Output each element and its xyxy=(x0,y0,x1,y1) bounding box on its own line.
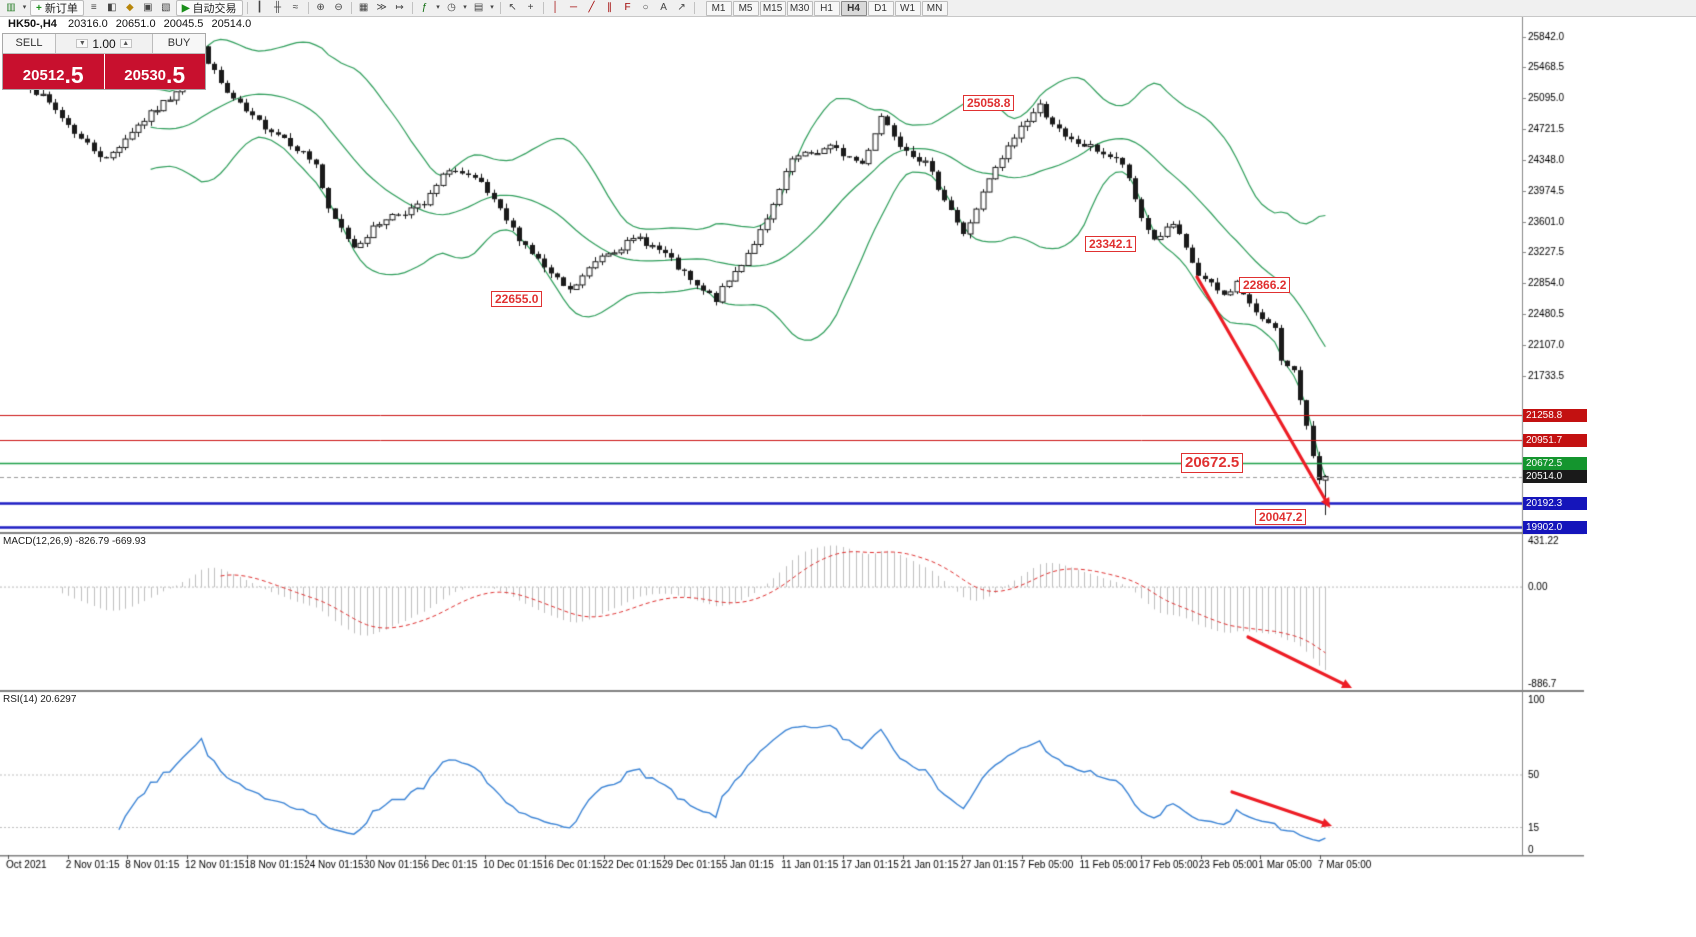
tile-windows-icon[interactable]: ▦ xyxy=(358,2,369,13)
timeframe-m30-button[interactable]: M30 xyxy=(786,0,813,16)
zoom-in-icon[interactable]: ⊕ xyxy=(316,2,325,13)
autotrading-icon: ▶ xyxy=(181,2,190,14)
volume-decrement-button[interactable]: ▼ xyxy=(76,39,89,48)
timeframe-m15-button[interactable]: M15 xyxy=(759,0,786,16)
new-chart-icon[interactable]: ▥ xyxy=(6,2,16,13)
timeframe-mn-button[interactable]: MN xyxy=(921,0,948,16)
zoom-out-icon[interactable]: ⊖ xyxy=(334,2,343,13)
cursor-icon[interactable]: ↖ xyxy=(508,2,517,13)
timeframe-h1-button[interactable]: H1 xyxy=(813,0,840,16)
new-order-button-label: 新订单 xyxy=(44,3,78,15)
timeframe-d1-button[interactable]: D1 xyxy=(867,0,894,16)
market-watch-icon[interactable]: ≡ xyxy=(90,2,97,13)
timeframe-buttons: M1 M5 M15 M30 H1 H4 D1 W1 MN xyxy=(705,0,948,16)
buy-label: BUY xyxy=(152,34,205,53)
templates-icon[interactable]: ▤ xyxy=(473,2,484,13)
indicators-dropdown-icon[interactable]: ▾ xyxy=(436,4,440,11)
trendline-icon[interactable]: ╱ xyxy=(588,2,595,13)
sell-price-button[interactable]: 20512 .5 xyxy=(3,54,104,89)
macd-label: MACD(12,26,9) -826.79 -669.93 xyxy=(3,536,146,547)
sell-label: SELL xyxy=(3,34,56,53)
price-annotation[interactable]: 23342.1 xyxy=(1085,236,1137,252)
new-order-button[interactable]: + 新订单 xyxy=(30,0,84,16)
chart-shift-icon[interactable]: ↦ xyxy=(395,2,404,13)
chart-ohlc-header: HK50-,H4 20316.0 20651.0 20045.5 20514.0 xyxy=(8,18,256,30)
price-annotation[interactable]: 20672.5 xyxy=(1181,453,1244,473)
toolbar-separator xyxy=(411,2,413,14)
candlestick-chart-icon[interactable]: ┃ xyxy=(256,2,263,13)
open-value: 20316.0 xyxy=(67,18,108,30)
strategy-tester-icon[interactable]: ▧ xyxy=(161,2,171,13)
indicators-icon[interactable]: ƒ xyxy=(421,2,428,13)
bar-chart-icon[interactable]: ╫ xyxy=(274,2,282,13)
line-chart-icon[interactable]: ≈ xyxy=(292,2,299,13)
auto-scroll-icon[interactable]: ≫ xyxy=(376,2,387,13)
volume-control: ▼ 1.00 ▲ xyxy=(56,34,152,53)
toolbar-separator xyxy=(499,2,501,14)
volume-input[interactable]: 1.00 xyxy=(92,36,116,51)
new-order-icon: + xyxy=(36,2,42,14)
rsi-label: RSI(14) 20.6297 xyxy=(3,694,77,705)
toolbar-separator xyxy=(542,2,544,14)
new-chart-dropdown-icon[interactable]: ▾ xyxy=(22,4,27,11)
navigator-icon[interactable]: ◆ xyxy=(125,2,134,13)
one-click-trading-widget: SELL ▼ 1.00 ▲ BUY 20512 .5 20530 .5 xyxy=(2,33,206,90)
toolbar-separator xyxy=(350,2,352,14)
volume-increment-button[interactable]: ▲ xyxy=(119,39,132,48)
close-value: 20514.0 xyxy=(211,18,252,30)
toolbar-separator xyxy=(307,2,309,14)
price-annotation[interactable]: 22655.0 xyxy=(491,291,543,307)
timeframe-m1-button[interactable]: M1 xyxy=(705,0,732,16)
timeframe-m5-button[interactable]: M5 xyxy=(732,0,759,16)
sell-price-main: 20512 xyxy=(22,67,65,84)
equidistant-channel-icon[interactable]: ∥ xyxy=(607,2,613,13)
toolbar-separator xyxy=(693,2,695,14)
periods-icon[interactable]: ◷ xyxy=(447,2,456,13)
periods-dropdown-icon[interactable]: ▾ xyxy=(463,4,467,11)
toolbar: ▥ ▾ + 新订单 ≡ ◧ ◆ ▣ ▧ ▶ 自动交易 ┃ ╫ ≈ ⊕ ⊖ ▦ ≫ ↦ ƒ ▾ ◷ ▾ ▤ ▾ ↖ + │ ─ ╱ ∥ F ○ A ↗… xyxy=(0,0,1696,17)
buy-price-button[interactable]: 20530 .5 xyxy=(104,54,205,89)
autotrading-button[interactable]: ▶ 自动交易 xyxy=(175,0,243,16)
sell-price-frac: .5 xyxy=(64,62,84,88)
text-label-icon[interactable]: A xyxy=(660,2,667,13)
symbol-period: HK50-,H4 xyxy=(8,18,57,30)
templates-dropdown-icon[interactable]: ▾ xyxy=(490,4,494,11)
vertical-line-icon[interactable]: │ xyxy=(552,2,559,13)
price-annotation[interactable]: 22866.2 xyxy=(1239,277,1291,293)
arrow-object-icon[interactable]: ↗ xyxy=(677,2,686,13)
timeframe-h4-button[interactable]: H4 xyxy=(840,0,867,16)
autotrading-button-label: 自动交易 xyxy=(192,3,237,15)
shapes-icon[interactable]: ○ xyxy=(642,2,649,13)
terminal-icon[interactable]: ▣ xyxy=(143,2,153,13)
buy-price-frac: .5 xyxy=(166,62,186,88)
buy-price-main: 20530 xyxy=(124,67,167,84)
timeframe-w1-button[interactable]: W1 xyxy=(894,0,921,16)
one-click-price-row: 20512 .5 20530 .5 xyxy=(3,54,205,89)
price-annotation[interactable]: 20047.2 xyxy=(1255,509,1307,525)
data-window-icon[interactable]: ◧ xyxy=(107,2,117,13)
high-value: 20651.0 xyxy=(115,18,156,30)
one-click-top-row: SELL ▼ 1.00 ▲ BUY xyxy=(3,34,205,54)
fibonacci-icon[interactable]: F xyxy=(624,2,631,13)
horizontal-line-icon[interactable]: ─ xyxy=(570,2,578,13)
toolbar-separator xyxy=(246,2,248,14)
low-value: 20045.5 xyxy=(163,18,204,30)
price-annotation[interactable]: 25058.8 xyxy=(963,95,1015,111)
crosshair-icon[interactable]: + xyxy=(527,2,534,13)
